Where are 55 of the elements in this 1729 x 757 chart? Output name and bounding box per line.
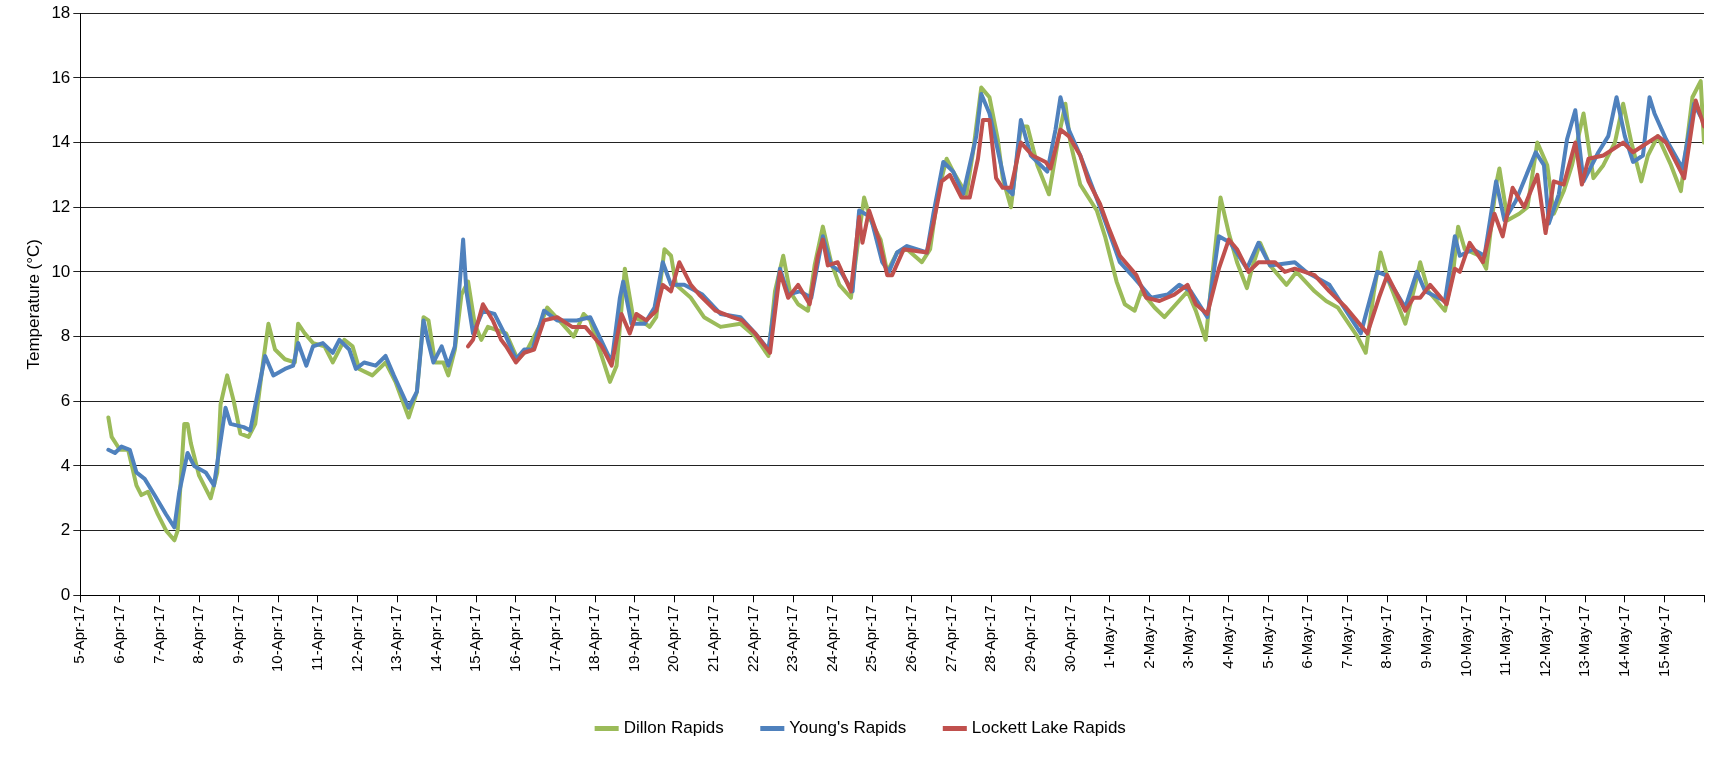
- x-tick-label: 14-Apr-17: [426, 605, 444, 673]
- x-tick-label: 7-Apr-17: [149, 605, 167, 664]
- x-tick-label: 1-May-17: [1100, 605, 1118, 669]
- y-tick-label: 16: [51, 67, 71, 87]
- x-tick-label: 6-Apr-17: [110, 605, 128, 664]
- x-tick-label: 12-Apr-17: [347, 605, 365, 673]
- y-tick-label: 8: [60, 326, 71, 346]
- x-tick-label: 2-May-17: [1139, 605, 1157, 669]
- x-tick-label: 29-Apr-17: [1020, 605, 1038, 673]
- y-axis-title: Temperature (°C): [23, 238, 43, 370]
- x-tick-label: 16-Apr-17: [506, 605, 524, 673]
- x-tick-label: 4-May-17: [1218, 605, 1236, 669]
- legend-label: Lockett Lake Rapids: [971, 718, 1126, 738]
- legend-label: Young's Rapids: [789, 718, 907, 738]
- x-tick-label: 19-Apr-17: [624, 605, 642, 673]
- y-tick-label: 0: [60, 584, 71, 604]
- x-tick-label: 11-Apr-17: [308, 605, 326, 671]
- x-tick-label: 5-May-17: [1258, 605, 1276, 669]
- y-tick-label: 4: [60, 455, 71, 475]
- y-tick-label: 14: [51, 132, 71, 152]
- x-tick-label: 21-Apr-17: [704, 605, 722, 673]
- x-tick-label: 24-Apr-17: [822, 605, 840, 673]
- legend-label: Dillon Rapids: [623, 718, 724, 738]
- x-tick-label: 9-Apr-17: [228, 605, 246, 664]
- x-tick-label: 20-Apr-17: [664, 605, 682, 673]
- x-tick-label: 13-May-17: [1575, 605, 1593, 678]
- x-tick-label: 15-Apr-17: [466, 605, 484, 673]
- x-tick-label: 3-May-17: [1179, 605, 1197, 669]
- x-tick-label: 5-Apr-17: [70, 605, 88, 664]
- x-tick-label: 10-Apr-17: [268, 605, 286, 673]
- x-tick-label: 15-May-17: [1654, 605, 1672, 678]
- x-tick-label: 26-Apr-17: [902, 605, 920, 673]
- x-tick-label: 22-Apr-17: [743, 605, 761, 673]
- x-tick-label: 13-Apr-17: [387, 605, 405, 673]
- x-tick-label: 14-May-17: [1614, 605, 1632, 678]
- x-tick-label: 8-May-17: [1377, 605, 1395, 669]
- x-tick-label: 11-May-17: [1496, 605, 1514, 676]
- y-tick-label: 6: [60, 390, 71, 410]
- x-tick-label: 8-Apr-17: [189, 605, 207, 664]
- x-tick-label: 17-Apr-17: [545, 605, 563, 673]
- x-tick-label: 30-Apr-17: [1060, 605, 1078, 673]
- x-tick-label: 7-May-17: [1337, 605, 1355, 669]
- x-tick-label: 12-May-17: [1535, 605, 1553, 678]
- x-tick-label: 9-May-17: [1416, 605, 1434, 669]
- x-tick-label: 28-Apr-17: [981, 605, 999, 673]
- x-tick-label: 18-Apr-17: [585, 605, 603, 673]
- y-tick-label: 12: [51, 196, 71, 216]
- x-tick-label: 10-May-17: [1456, 605, 1474, 678]
- y-tick-label: 2: [60, 520, 71, 540]
- x-tick-label: 23-Apr-17: [783, 605, 801, 673]
- x-tick-label: 27-Apr-17: [941, 605, 959, 673]
- x-tick-label: 25-Apr-17: [862, 605, 880, 673]
- y-tick-label: 18: [51, 2, 71, 22]
- y-tick-label: 10: [51, 261, 71, 281]
- x-tick-label: 6-May-17: [1298, 605, 1316, 669]
